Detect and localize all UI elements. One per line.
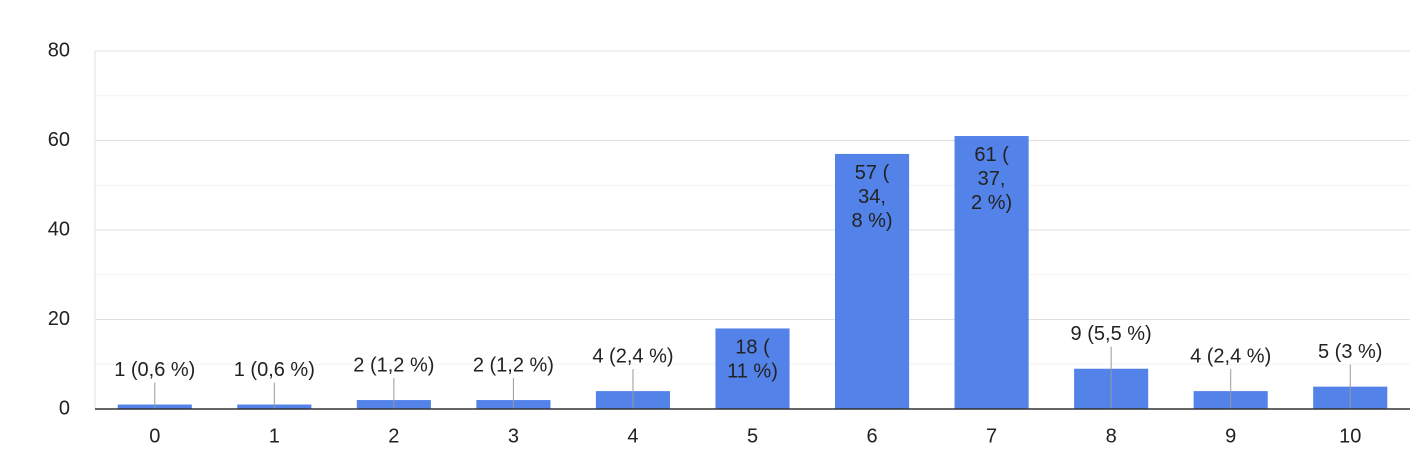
value-label: 4 (2,4 %): [1190, 345, 1271, 367]
x-tick-label: 3: [508, 425, 519, 447]
x-tick-label: 2: [388, 425, 399, 447]
x-tick-label: 1: [269, 425, 280, 447]
value-label-line: 37,: [978, 168, 1006, 190]
x-tick-label: 4: [627, 425, 638, 447]
x-tick-label: 5: [747, 425, 758, 447]
bar: [834, 153, 910, 409]
value-label: 5 (3 %): [1318, 341, 1382, 363]
y-tick-label: 0: [59, 397, 70, 419]
value-label-line: 57 (: [855, 162, 890, 184]
value-label-line: 8 %): [851, 210, 892, 232]
x-tick-label: 9: [1225, 425, 1236, 447]
value-label-line: 61 (: [974, 144, 1009, 166]
value-label: 2 (1,2 %): [473, 354, 554, 376]
value-label-line: 11 %): [727, 361, 778, 383]
value-label-line: 18 (: [735, 337, 770, 359]
y-tick-label: 20: [48, 308, 70, 330]
value-label: 2 (1,2 %): [353, 354, 434, 376]
value-label: 61 (37, 2 %): [971, 144, 1012, 214]
value-label: 1 (0,6 %): [114, 359, 195, 381]
value-label-line: 34,: [858, 186, 886, 208]
y-tick-label: 80: [48, 39, 70, 61]
x-tick-label: 0: [149, 425, 160, 447]
x-tick-label: 10: [1339, 425, 1361, 447]
value-label: 18 (11 %): [727, 337, 778, 383]
value-label-line: 2 %): [971, 192, 1012, 214]
value-label: 57 (34, 8 %): [851, 162, 892, 232]
y-tick-label: 40: [48, 218, 70, 240]
value-label: 9 (5,5 %): [1071, 323, 1152, 345]
value-label: 4 (2,4 %): [592, 345, 673, 367]
value-label: 1 (0,6 %): [234, 359, 315, 381]
x-tick-label: 7: [986, 425, 997, 447]
bar: [715, 328, 790, 409]
y-tick-label: 60: [48, 129, 70, 151]
bar: [954, 136, 1029, 409]
x-tick-label: 8: [1106, 425, 1117, 447]
x-tick-label: 6: [866, 425, 877, 447]
